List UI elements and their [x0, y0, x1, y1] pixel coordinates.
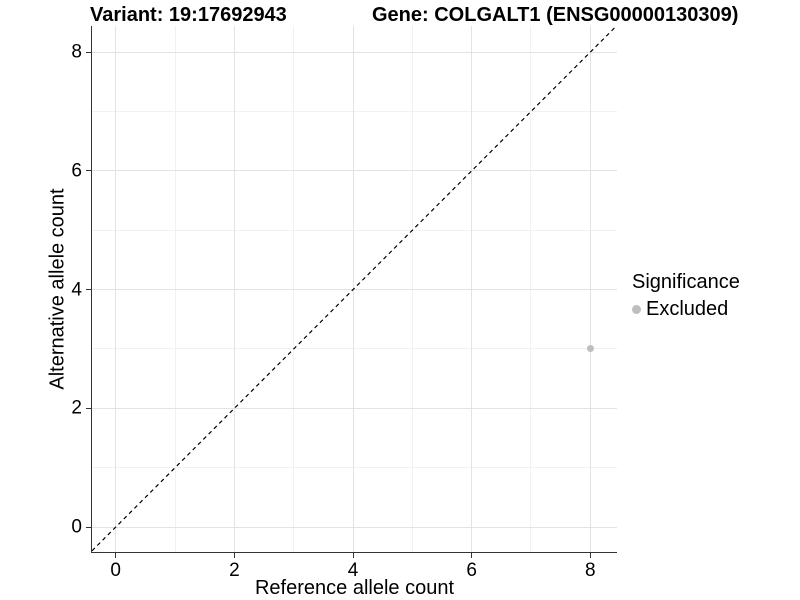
grid-major-x — [471, 26, 473, 552]
y-tick-mark — [86, 407, 91, 409]
legend-entries: Excluded — [632, 298, 740, 320]
x-tick-label: 0 — [110, 560, 121, 581]
grid-major-x — [589, 26, 591, 552]
legend-title: Significance — [632, 271, 740, 293]
grid-major-y — [92, 289, 617, 291]
y-tick-label: 6 — [71, 160, 82, 182]
plot-title-gene: Gene: COLGALT1 (ENSG00000130309) — [372, 4, 739, 26]
x-tick-mark — [115, 553, 117, 558]
grid-minor-y — [92, 229, 617, 231]
grid-minor-x — [411, 26, 413, 552]
y-tick-label: 4 — [71, 279, 82, 301]
x-tick-label: 6 — [466, 560, 477, 581]
y-tick-label: 2 — [71, 397, 82, 419]
plot-panel — [92, 26, 617, 552]
legend-entry-label: Excluded — [646, 298, 729, 320]
grid-minor-y — [92, 110, 617, 112]
grid-major-x — [233, 26, 235, 552]
grid-major-x — [115, 26, 117, 552]
x-axis-title: Reference allele count — [254, 577, 454, 599]
grid-minor-x — [530, 26, 532, 552]
y-tick-label: 8 — [71, 41, 82, 63]
x-tick-label: 2 — [229, 560, 240, 581]
identity-dashed-line — [92, 26, 617, 552]
grid-minor-x — [293, 26, 295, 552]
grid-major-y — [92, 407, 617, 409]
legend-entry: Excluded — [632, 298, 740, 320]
data-point — [586, 345, 594, 353]
y-axis-line — [91, 26, 92, 553]
grid-major-y — [92, 170, 617, 172]
x-tick-mark — [589, 553, 591, 558]
legend: Significance Excluded — [632, 271, 740, 320]
plot-title-variant: Variant: 19:17692943 — [90, 4, 287, 26]
y-tick-mark — [86, 170, 91, 172]
y-tick-label: 0 — [71, 516, 82, 538]
y-tick-mark — [86, 526, 91, 528]
x-tick-mark — [352, 553, 354, 558]
grid-minor-y — [92, 467, 617, 469]
x-tick-label: 8 — [585, 560, 596, 581]
y-tick-mark — [86, 289, 91, 291]
x-tick-label: 4 — [347, 560, 359, 581]
grid-minor-x — [174, 26, 176, 552]
x-tick-mark — [471, 553, 473, 558]
grid-major-y — [92, 526, 617, 528]
grid-major-y — [92, 51, 617, 53]
legend-key-dot — [632, 304, 641, 314]
y-tick-mark — [86, 51, 91, 53]
x-tick-mark — [233, 553, 235, 558]
grid-minor-y — [92, 348, 617, 350]
x-axis-line — [91, 552, 617, 553]
